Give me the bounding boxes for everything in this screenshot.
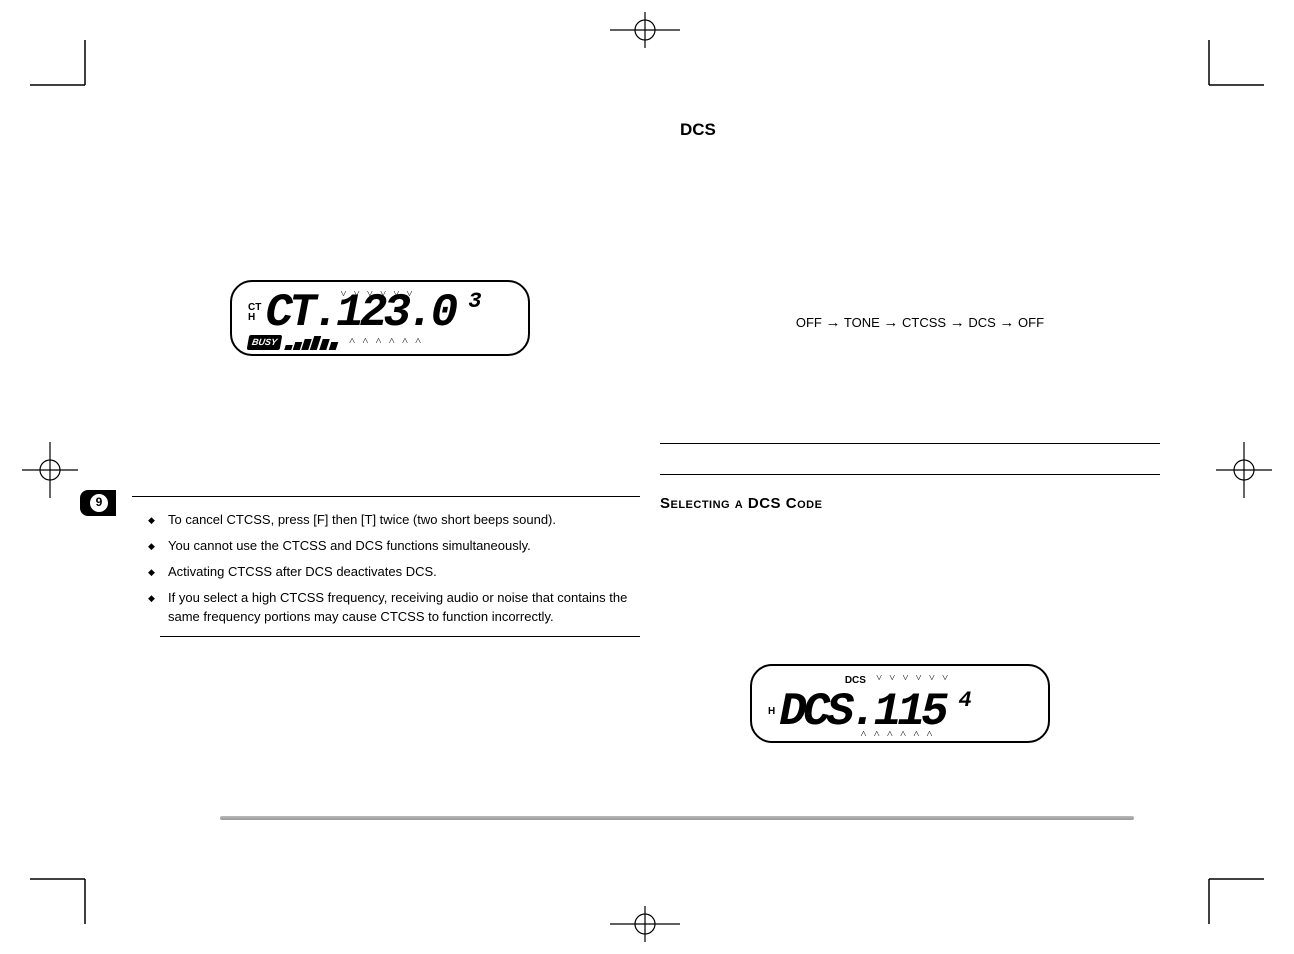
list-item: You cannot use the CTCSS and DCS functio… [168, 537, 640, 555]
reg-target-top [605, 10, 685, 55]
lcd-indicators-left: H [768, 707, 775, 717]
dcs-code-heading: Selecting a DCS Code [660, 493, 1160, 514]
crop-mark-tr [1194, 40, 1264, 100]
page-content: DCS ˅˅˅˅˅˅ CT H CT.123.0 3 [80, 100, 1214, 840]
crop-mark-bl [30, 864, 100, 924]
list-item: Activating CTCSS after DCS deactivates D… [168, 563, 640, 581]
arrow-icon: → [999, 314, 1014, 331]
lcd-display-ct: ˅˅˅˅˅˅ CT H CT.123.0 3 BUSY [230, 280, 530, 356]
lcd-ind-h: H [248, 313, 255, 323]
lcd-ind-h: H [768, 707, 775, 717]
arrow-icon: → [883, 314, 898, 331]
right-rule-1 [660, 443, 1160, 444]
lcd-mem-digit: 4 [958, 686, 971, 717]
crop-mark-tl [30, 40, 100, 100]
lcd-ticks-bottom: ˄˄˄˄˄˄ [860, 732, 939, 735]
lcd-display-dcs: DCS ˅˅˅˅˅˅ H DCS.115 4 ˄˄˄˄˄˄ [750, 664, 1050, 743]
page-footer-rule [220, 816, 1134, 820]
reg-target-right [1214, 440, 1274, 505]
section-tab: 9 [80, 490, 116, 516]
lcd-ticks-bottom: ˄˄˄˄˄˄ [349, 339, 428, 342]
right-rule-2 [660, 474, 1160, 475]
arrow-icon: → [950, 314, 965, 331]
right-column: placeholder text before OFF → TONE → CTC… [660, 100, 1160, 745]
list-item: To cancel CTCSS, press [F] then [T] twic… [168, 511, 640, 529]
lcd-indicators-left: CT H [248, 303, 261, 323]
list-item: If you select a high CTCSS frequency, re… [168, 589, 640, 625]
notes-list: To cancel CTCSS, press [F] then [T] twic… [140, 511, 640, 626]
left-column: ˅˅˅˅˅˅ CT H CT.123.0 3 BUSY [140, 100, 640, 647]
arrow-icon: → [826, 314, 841, 331]
reg-target-left [20, 440, 80, 505]
lcd-mem-digit: 3 [468, 287, 481, 318]
section-rule [132, 496, 640, 497]
crop-mark-br [1194, 864, 1264, 924]
section-number: 9 [90, 494, 108, 512]
notes-rule-bottom [160, 636, 640, 637]
cycle-line: placeholder text before OFF → TONE → CTC… [660, 312, 1160, 333]
reg-target-bottom [605, 904, 685, 949]
busy-indicator: BUSY [247, 335, 283, 350]
